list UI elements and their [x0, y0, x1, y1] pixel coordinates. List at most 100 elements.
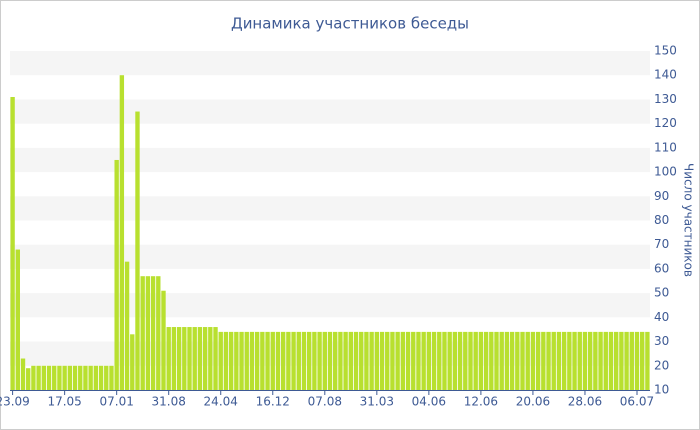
bar [598, 331, 603, 390]
y-tick-label: 70 [654, 237, 669, 251]
y-tick-label: 140 [654, 68, 677, 82]
bar [239, 331, 244, 390]
y-tick-label: 60 [654, 261, 669, 275]
y-tick-label: 50 [654, 286, 669, 300]
x-tick-label: 20.06 [516, 395, 550, 409]
bar [57, 365, 62, 390]
bar [171, 327, 177, 390]
bar [374, 331, 380, 390]
grid-band [10, 51, 650, 76]
y-tick-label: 90 [654, 189, 669, 203]
bar [140, 276, 145, 390]
bar [182, 327, 187, 390]
bar [119, 75, 125, 390]
x-tick-label: 17.05 [47, 395, 81, 409]
bar [275, 331, 281, 390]
bar [296, 331, 301, 390]
bar [608, 331, 614, 390]
bar [338, 331, 343, 390]
grid-band [10, 147, 650, 173]
bar [452, 331, 458, 390]
y-tick-label: 110 [654, 140, 677, 154]
bar [192, 327, 197, 390]
bar [98, 365, 104, 390]
bar [317, 331, 322, 390]
bar [556, 331, 562, 390]
bar [176, 327, 182, 390]
bar [291, 331, 296, 390]
bar [36, 365, 41, 390]
bar [613, 331, 619, 390]
bar [265, 331, 270, 390]
bar [223, 331, 229, 390]
bar [499, 331, 504, 390]
bar [509, 331, 515, 390]
bar [249, 331, 255, 390]
bar [369, 331, 374, 390]
bar [83, 365, 88, 390]
bar [525, 331, 530, 390]
bar [93, 365, 99, 390]
bar [26, 368, 31, 390]
bar [46, 365, 52, 390]
bar [520, 331, 525, 390]
bar [15, 249, 20, 390]
bar [629, 331, 634, 390]
x-tick-label: 24.04 [204, 395, 238, 409]
bar [463, 331, 468, 390]
bar [640, 331, 645, 390]
bar [619, 331, 624, 390]
bar [478, 331, 484, 390]
x-tick-label: 23.09 [0, 395, 30, 409]
bar [447, 331, 452, 390]
y-tick-label: 150 [654, 44, 677, 58]
bar [541, 331, 546, 390]
bar [483, 331, 489, 390]
x-tick-label: 07.01 [99, 395, 133, 409]
bar [244, 331, 249, 390]
bar [473, 331, 478, 390]
bar [426, 331, 432, 390]
y-tick-label: 130 [654, 92, 677, 106]
bar [270, 331, 275, 390]
bar [312, 331, 317, 390]
bar [385, 331, 390, 390]
chart-title: Динамика участников беседы [231, 15, 469, 33]
bar [187, 327, 192, 390]
bar [364, 331, 369, 390]
x-tick-label: 07.08 [308, 395, 342, 409]
bar [645, 331, 650, 390]
bar [130, 334, 135, 390]
bar [109, 365, 114, 390]
bar [624, 331, 629, 390]
bar [197, 327, 203, 390]
bar [213, 327, 218, 390]
bar [20, 358, 26, 390]
x-tick-label: 16.12 [256, 395, 290, 409]
bar [587, 331, 593, 390]
bar [72, 365, 78, 390]
bar [348, 331, 353, 390]
grid-band [10, 99, 650, 124]
x-tick-label: 06.07 [620, 395, 654, 409]
bar [431, 331, 437, 390]
bar [41, 365, 47, 390]
bar [593, 331, 598, 390]
bar [202, 327, 208, 390]
bar [280, 331, 286, 390]
bar [494, 331, 499, 390]
bar [603, 331, 608, 390]
bar [78, 365, 83, 390]
bar [437, 331, 442, 390]
bar [10, 97, 15, 390]
x-tick-label: 12.06 [464, 395, 498, 409]
bar [634, 331, 640, 390]
bar [379, 331, 385, 390]
bar [400, 331, 406, 390]
bar [546, 331, 551, 390]
bar [457, 331, 463, 390]
bar [62, 365, 67, 390]
bar [307, 331, 312, 390]
bar [561, 331, 567, 390]
